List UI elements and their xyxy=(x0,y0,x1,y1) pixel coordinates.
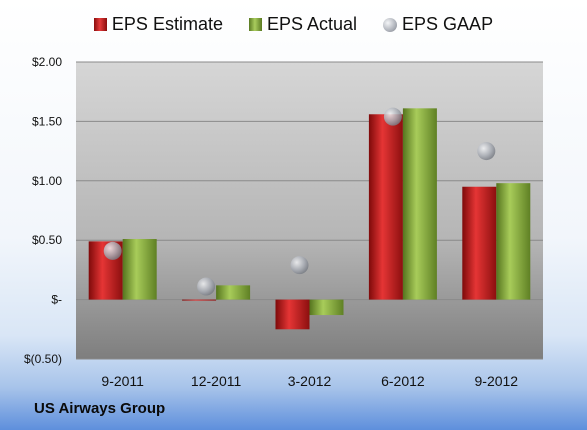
y-tick-label: $1.50 xyxy=(32,114,62,128)
point-gaap-9-2011 xyxy=(103,241,122,260)
point-gaap-9-2012 xyxy=(477,142,496,161)
legend-label-estimate: EPS Estimate xyxy=(111,14,223,34)
legend-item-actual: EPS Actual xyxy=(248,14,358,35)
y-tick-label: $(0.50) xyxy=(24,352,62,366)
legend-label-gaap: EPS GAAP xyxy=(402,14,494,34)
bar-estimate-6-2012 xyxy=(368,114,403,300)
bar-actual-6-2012 xyxy=(402,108,437,300)
point-gaap-3-2012 xyxy=(290,256,309,275)
x-axis-categories: 9-2011 12-2011 3-2012 6-2012 9-2012 xyxy=(101,373,518,389)
y-tick-label: $1.00 xyxy=(32,174,62,188)
bar-actual-9-2011 xyxy=(122,239,157,300)
legend-swatch-actual xyxy=(248,18,262,31)
gaap-points xyxy=(103,107,496,296)
legend-label-actual: EPS Actual xyxy=(266,14,358,34)
x-category-label: 9-2011 xyxy=(101,373,144,389)
x-category-label: 9-2012 xyxy=(475,373,519,389)
x-category-label: 6-2012 xyxy=(381,373,425,389)
company-name: US Airways Group xyxy=(34,400,166,417)
legend-item-estimate: EPS Estimate xyxy=(93,14,223,35)
bar-actual-9-2012 xyxy=(496,183,531,300)
legend-item-gaap: EPS GAAP xyxy=(383,14,493,35)
legend-marker-gaap xyxy=(383,17,398,32)
y-tick-label: $0.50 xyxy=(32,233,62,247)
legend-swatch-estimate xyxy=(93,18,107,31)
y-tick-label: $- xyxy=(51,293,62,307)
y-axis-ticks: $(0.50) $- $0.50 $1.00 $1.50 $2.00 xyxy=(24,55,62,366)
legend: EPS Estimate EPS Actual EPS GAAP xyxy=(0,14,587,35)
point-gaap-6-2012 xyxy=(383,107,402,126)
bars xyxy=(88,108,531,330)
x-category-label: 12-2011 xyxy=(191,373,242,389)
x-category-label: 3-2012 xyxy=(288,373,332,389)
y-tick-label: $2.00 xyxy=(32,55,62,69)
point-gaap-12-2011 xyxy=(197,277,216,296)
bar-actual-3-2012 xyxy=(309,299,344,316)
bar-estimate-9-2012 xyxy=(462,186,497,300)
bar-estimate-3-2012 xyxy=(275,299,310,330)
bar-actual-12-2011 xyxy=(216,285,251,300)
bar-estimate-12-2011 xyxy=(182,299,217,301)
